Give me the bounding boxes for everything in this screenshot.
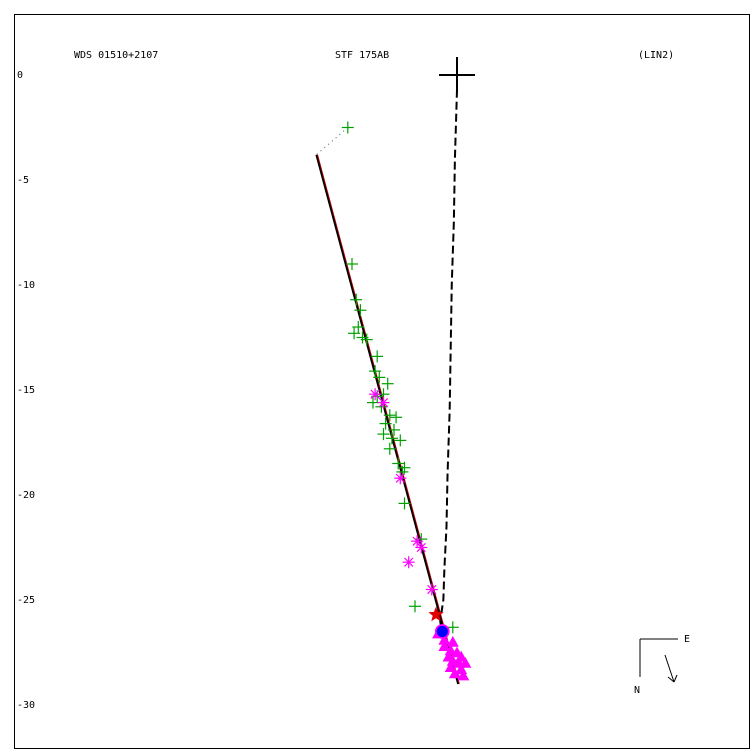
micrometer-point [379, 417, 392, 430]
micrometer-point [352, 321, 365, 333]
compass-north-label: N [634, 685, 640, 696]
speckle-point [415, 541, 428, 554]
micrometer-point [385, 432, 398, 445]
speckle-point [377, 396, 390, 409]
orbit-line-shadow [316, 154, 460, 685]
header-right: (LIN2) [638, 50, 674, 61]
triangle-point [457, 669, 470, 681]
micrometer-point [390, 411, 403, 424]
micrometer-point [346, 258, 358, 270]
y-tick-label: -15 [17, 385, 35, 396]
speckle-point-d2 [416, 542, 426, 553]
speckle-point [402, 556, 415, 569]
y-tick-labels: 0 -5 -10 -15 -20 -25 -30 [17, 70, 35, 711]
speckle-point-d2 [412, 536, 422, 546]
micrometer-points [341, 121, 459, 634]
micrometer-point [383, 442, 396, 455]
triangle-point [438, 640, 451, 651]
orbit-line [315, 154, 460, 685]
speckle-point-d2 [404, 557, 414, 567]
speckle-point [394, 472, 407, 485]
compass-arrow-head-right [673, 674, 678, 683]
y-tick-label: -10 [17, 280, 35, 291]
micrometer-point [341, 121, 354, 134]
micrometer-point [348, 327, 361, 340]
plot-frame [14, 14, 750, 749]
special-markers [428, 606, 450, 639]
y-tick-label: -20 [17, 490, 35, 501]
speckle-point [425, 583, 438, 596]
triangle-point [446, 636, 459, 647]
micrometer-point [354, 304, 367, 317]
speckle-point-d2 [427, 584, 437, 595]
dotted-link-segment [315, 127, 349, 156]
triangle-point [448, 667, 461, 679]
triangle-points [432, 627, 472, 681]
compass-east-label: E [684, 634, 690, 645]
orbit-line-main [315, 154, 459, 685]
micrometer-point [371, 350, 384, 363]
dotted-link-line [315, 127, 349, 156]
header-center: STF 175AB [335, 50, 389, 61]
triangle-point [444, 661, 457, 672]
header-left: WDS 01510+2107 [74, 50, 158, 61]
triangle-point [438, 633, 451, 645]
micrometer-point [350, 293, 363, 306]
speckle-points [369, 388, 438, 596]
y-tick-label: -25 [17, 595, 35, 606]
y-tick-label: 0 [17, 70, 23, 81]
speckle-point [369, 388, 382, 401]
speckle-point-d2 [378, 397, 389, 408]
micrometer-point [369, 365, 382, 378]
micrometer-point [373, 371, 386, 384]
dashed-path-line [439, 89, 458, 634]
speckle-point-d2 [395, 473, 405, 483]
y-tick-label: -5 [17, 175, 29, 186]
micrometer-point [360, 333, 373, 346]
speckle-point-d2 [370, 389, 380, 399]
compass-motion-arrow [664, 654, 675, 683]
micrometer-point [398, 497, 411, 510]
micrometer-point [409, 600, 421, 613]
micrometer-point [377, 428, 390, 441]
circle-marker [434, 624, 450, 639]
micrometer-point [383, 409, 396, 422]
y-tick-label: -30 [17, 700, 35, 711]
triangle-point [459, 657, 472, 668]
dashed-path [439, 89, 458, 634]
micrometer-point [446, 621, 459, 634]
micrometer-point [381, 377, 394, 390]
micrometer-point [367, 396, 379, 409]
star-marker [428, 606, 444, 622]
micrometer-point [392, 457, 405, 470]
compass: E N [634, 634, 690, 696]
micrometer-point [388, 423, 400, 436]
compass-arrow-head-left [667, 676, 675, 683]
primary-star-marker [439, 57, 475, 93]
micrometer-point [394, 434, 407, 447]
speckle-point [411, 535, 424, 548]
